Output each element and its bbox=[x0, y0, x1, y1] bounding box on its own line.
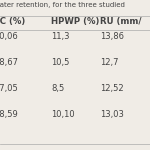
Text: 18,59: 18,59 bbox=[0, 110, 18, 119]
Text: 11,3: 11,3 bbox=[51, 32, 69, 40]
Text: RU (mm/: RU (mm/ bbox=[100, 17, 142, 26]
Text: 20,06: 20,06 bbox=[0, 32, 18, 40]
Text: 17,05: 17,05 bbox=[0, 84, 18, 93]
Text: FC (%): FC (%) bbox=[0, 17, 25, 26]
Text: HPWP (%): HPWP (%) bbox=[51, 17, 99, 26]
Text: 18,67: 18,67 bbox=[0, 58, 18, 67]
Text: 10,5: 10,5 bbox=[51, 58, 69, 67]
Text: 12,7: 12,7 bbox=[100, 58, 119, 67]
Text: water retention, for the three studied: water retention, for the three studied bbox=[0, 2, 125, 8]
Text: 13,03: 13,03 bbox=[100, 110, 124, 119]
Text: 10,10: 10,10 bbox=[51, 110, 75, 119]
Text: 8,5: 8,5 bbox=[51, 84, 64, 93]
Text: 13,86: 13,86 bbox=[100, 32, 124, 40]
Text: 12,52: 12,52 bbox=[100, 84, 124, 93]
